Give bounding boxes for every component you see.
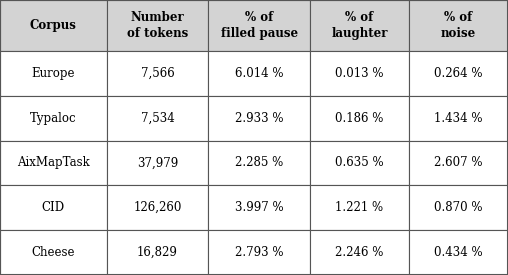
Text: 126,260: 126,260 bbox=[133, 201, 182, 214]
Bar bbox=[107, 0, 208, 51]
Bar bbox=[409, 0, 508, 51]
Text: 1.434 %: 1.434 % bbox=[434, 112, 483, 125]
Bar bbox=[409, 185, 508, 230]
Text: % of
filled pause: % of filled pause bbox=[220, 11, 298, 40]
Text: Number
of tokens: Number of tokens bbox=[127, 11, 188, 40]
Text: Europe: Europe bbox=[31, 67, 75, 80]
Text: 0.434 %: 0.434 % bbox=[434, 246, 483, 259]
Bar bbox=[409, 141, 508, 185]
Bar bbox=[208, 141, 310, 185]
Bar bbox=[208, 51, 310, 96]
Text: 2.933 %: 2.933 % bbox=[235, 112, 283, 125]
Bar bbox=[107, 185, 208, 230]
Bar bbox=[107, 141, 208, 185]
Bar bbox=[208, 0, 310, 51]
Text: 2.793 %: 2.793 % bbox=[235, 246, 283, 259]
Text: 0.870 %: 0.870 % bbox=[434, 201, 483, 214]
Bar bbox=[0, 230, 107, 275]
Text: 16,829: 16,829 bbox=[137, 246, 178, 259]
Bar bbox=[0, 185, 107, 230]
Bar bbox=[107, 51, 208, 96]
Bar bbox=[0, 141, 107, 185]
Text: % of
noise: % of noise bbox=[441, 11, 476, 40]
Bar bbox=[409, 96, 508, 141]
Bar bbox=[0, 51, 107, 96]
Text: Typaloc: Typaloc bbox=[30, 112, 77, 125]
Bar bbox=[310, 0, 409, 51]
Text: 0.635 %: 0.635 % bbox=[335, 156, 384, 169]
Bar bbox=[208, 185, 310, 230]
Text: 2.246 %: 2.246 % bbox=[335, 246, 384, 259]
Text: 37,979: 37,979 bbox=[137, 156, 178, 169]
Bar bbox=[409, 51, 508, 96]
Bar bbox=[107, 96, 208, 141]
Bar bbox=[310, 51, 409, 96]
Text: % of
laughter: % of laughter bbox=[331, 11, 388, 40]
Bar bbox=[310, 141, 409, 185]
Bar bbox=[107, 230, 208, 275]
Text: Corpus: Corpus bbox=[30, 19, 77, 32]
Text: 3.997 %: 3.997 % bbox=[235, 201, 283, 214]
Bar bbox=[208, 230, 310, 275]
Text: 1.221 %: 1.221 % bbox=[335, 201, 384, 214]
Bar bbox=[0, 96, 107, 141]
Text: 2.285 %: 2.285 % bbox=[235, 156, 283, 169]
Text: 6.014 %: 6.014 % bbox=[235, 67, 283, 80]
Bar bbox=[310, 230, 409, 275]
Text: 7,534: 7,534 bbox=[141, 112, 174, 125]
Bar bbox=[208, 96, 310, 141]
Bar bbox=[310, 185, 409, 230]
Text: CID: CID bbox=[42, 201, 65, 214]
Bar bbox=[409, 230, 508, 275]
Bar bbox=[0, 0, 107, 51]
Text: Cheese: Cheese bbox=[31, 246, 75, 259]
Text: 2.607 %: 2.607 % bbox=[434, 156, 483, 169]
Text: 0.264 %: 0.264 % bbox=[434, 67, 483, 80]
Text: 0.013 %: 0.013 % bbox=[335, 67, 384, 80]
Bar bbox=[310, 96, 409, 141]
Text: 0.186 %: 0.186 % bbox=[335, 112, 384, 125]
Text: 7,566: 7,566 bbox=[141, 67, 174, 80]
Text: AixMapTask: AixMapTask bbox=[17, 156, 90, 169]
